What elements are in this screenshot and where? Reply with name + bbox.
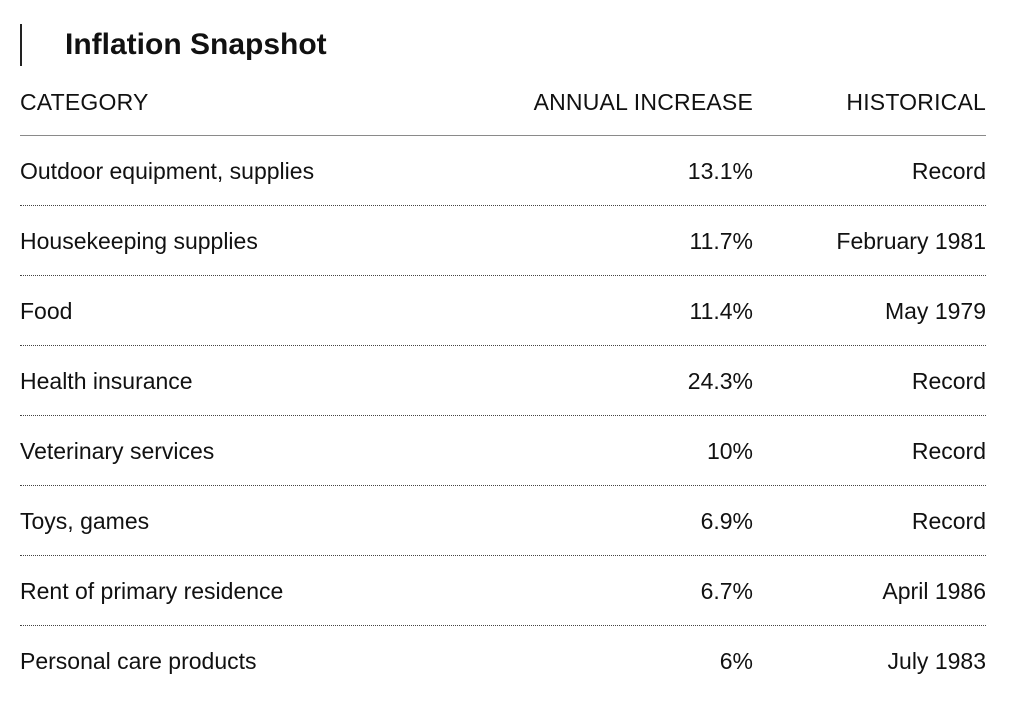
cell-historical: Record <box>911 158 986 184</box>
cell-annual-increase: 6.7% <box>700 578 753 604</box>
table-row: Toys, games 6.9% Record <box>20 486 986 556</box>
cell-annual-increase: 6% <box>719 648 753 674</box>
cell-category: Food <box>20 298 73 324</box>
table-header-row: CATEGORY ANNUAL INCREASE HISTORICAL <box>20 80 986 136</box>
cell-annual-increase: 24.3% <box>687 368 753 394</box>
cell-category: Outdoor equipment, supplies <box>20 158 315 184</box>
table-row: Housekeeping supplies 11.7% February 198… <box>20 206 986 276</box>
inflation-table: CATEGORY ANNUAL INCREASE HISTORICAL Outd… <box>20 80 986 696</box>
cell-category: Housekeeping supplies <box>20 228 258 254</box>
table-row: Health insurance 24.3% Record <box>20 346 986 416</box>
cell-category: Health insurance <box>20 368 193 394</box>
cell-annual-increase: 13.1% <box>687 158 753 184</box>
header-annual-increase: ANNUAL INCREASE <box>533 89 753 115</box>
cell-category: Rent of primary residence <box>20 578 284 604</box>
cell-historical: July 1983 <box>887 648 986 674</box>
header-category: CATEGORY <box>20 89 149 115</box>
cell-historical: Record <box>911 368 986 394</box>
cell-historical: Record <box>911 438 986 464</box>
title-accent-bar <box>20 24 22 66</box>
cell-historical: April 1986 <box>882 578 986 604</box>
cell-historical: February 1981 <box>836 228 986 254</box>
table-row: Personal care products 6% July 1983 <box>20 626 986 696</box>
cell-category: Veterinary services <box>20 438 215 464</box>
cell-category: Personal care products <box>20 648 257 674</box>
cell-annual-increase: 11.7% <box>689 228 753 254</box>
cell-historical: May 1979 <box>884 298 986 324</box>
cell-annual-increase: 11.4% <box>689 298 753 324</box>
table-row: Veterinary services 10% Record <box>20 416 986 486</box>
table-title: Inflation Snapshot <box>65 28 327 61</box>
table-row: Outdoor equipment, supplies 13.1% Record <box>20 136 986 206</box>
cell-category: Toys, games <box>20 508 150 534</box>
header-historical: HISTORICAL <box>846 89 986 115</box>
cell-annual-increase: 6.9% <box>700 508 753 534</box>
table-row: Rent of primary residence 6.7% April 198… <box>20 556 986 626</box>
cell-historical: Record <box>911 508 986 534</box>
cell-annual-increase: 10% <box>706 438 753 464</box>
table-row: Food 11.4% May 1979 <box>20 276 986 346</box>
